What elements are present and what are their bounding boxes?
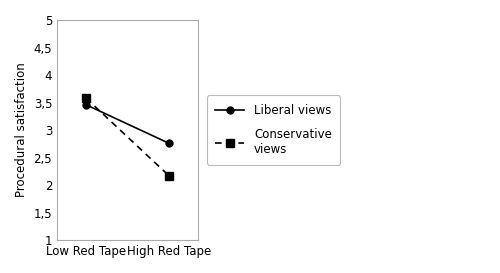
- Y-axis label: Procedural satisfaction: Procedural satisfaction: [15, 63, 28, 197]
- Legend: Liberal views, Conservative
views: Liberal views, Conservative views: [206, 95, 340, 165]
